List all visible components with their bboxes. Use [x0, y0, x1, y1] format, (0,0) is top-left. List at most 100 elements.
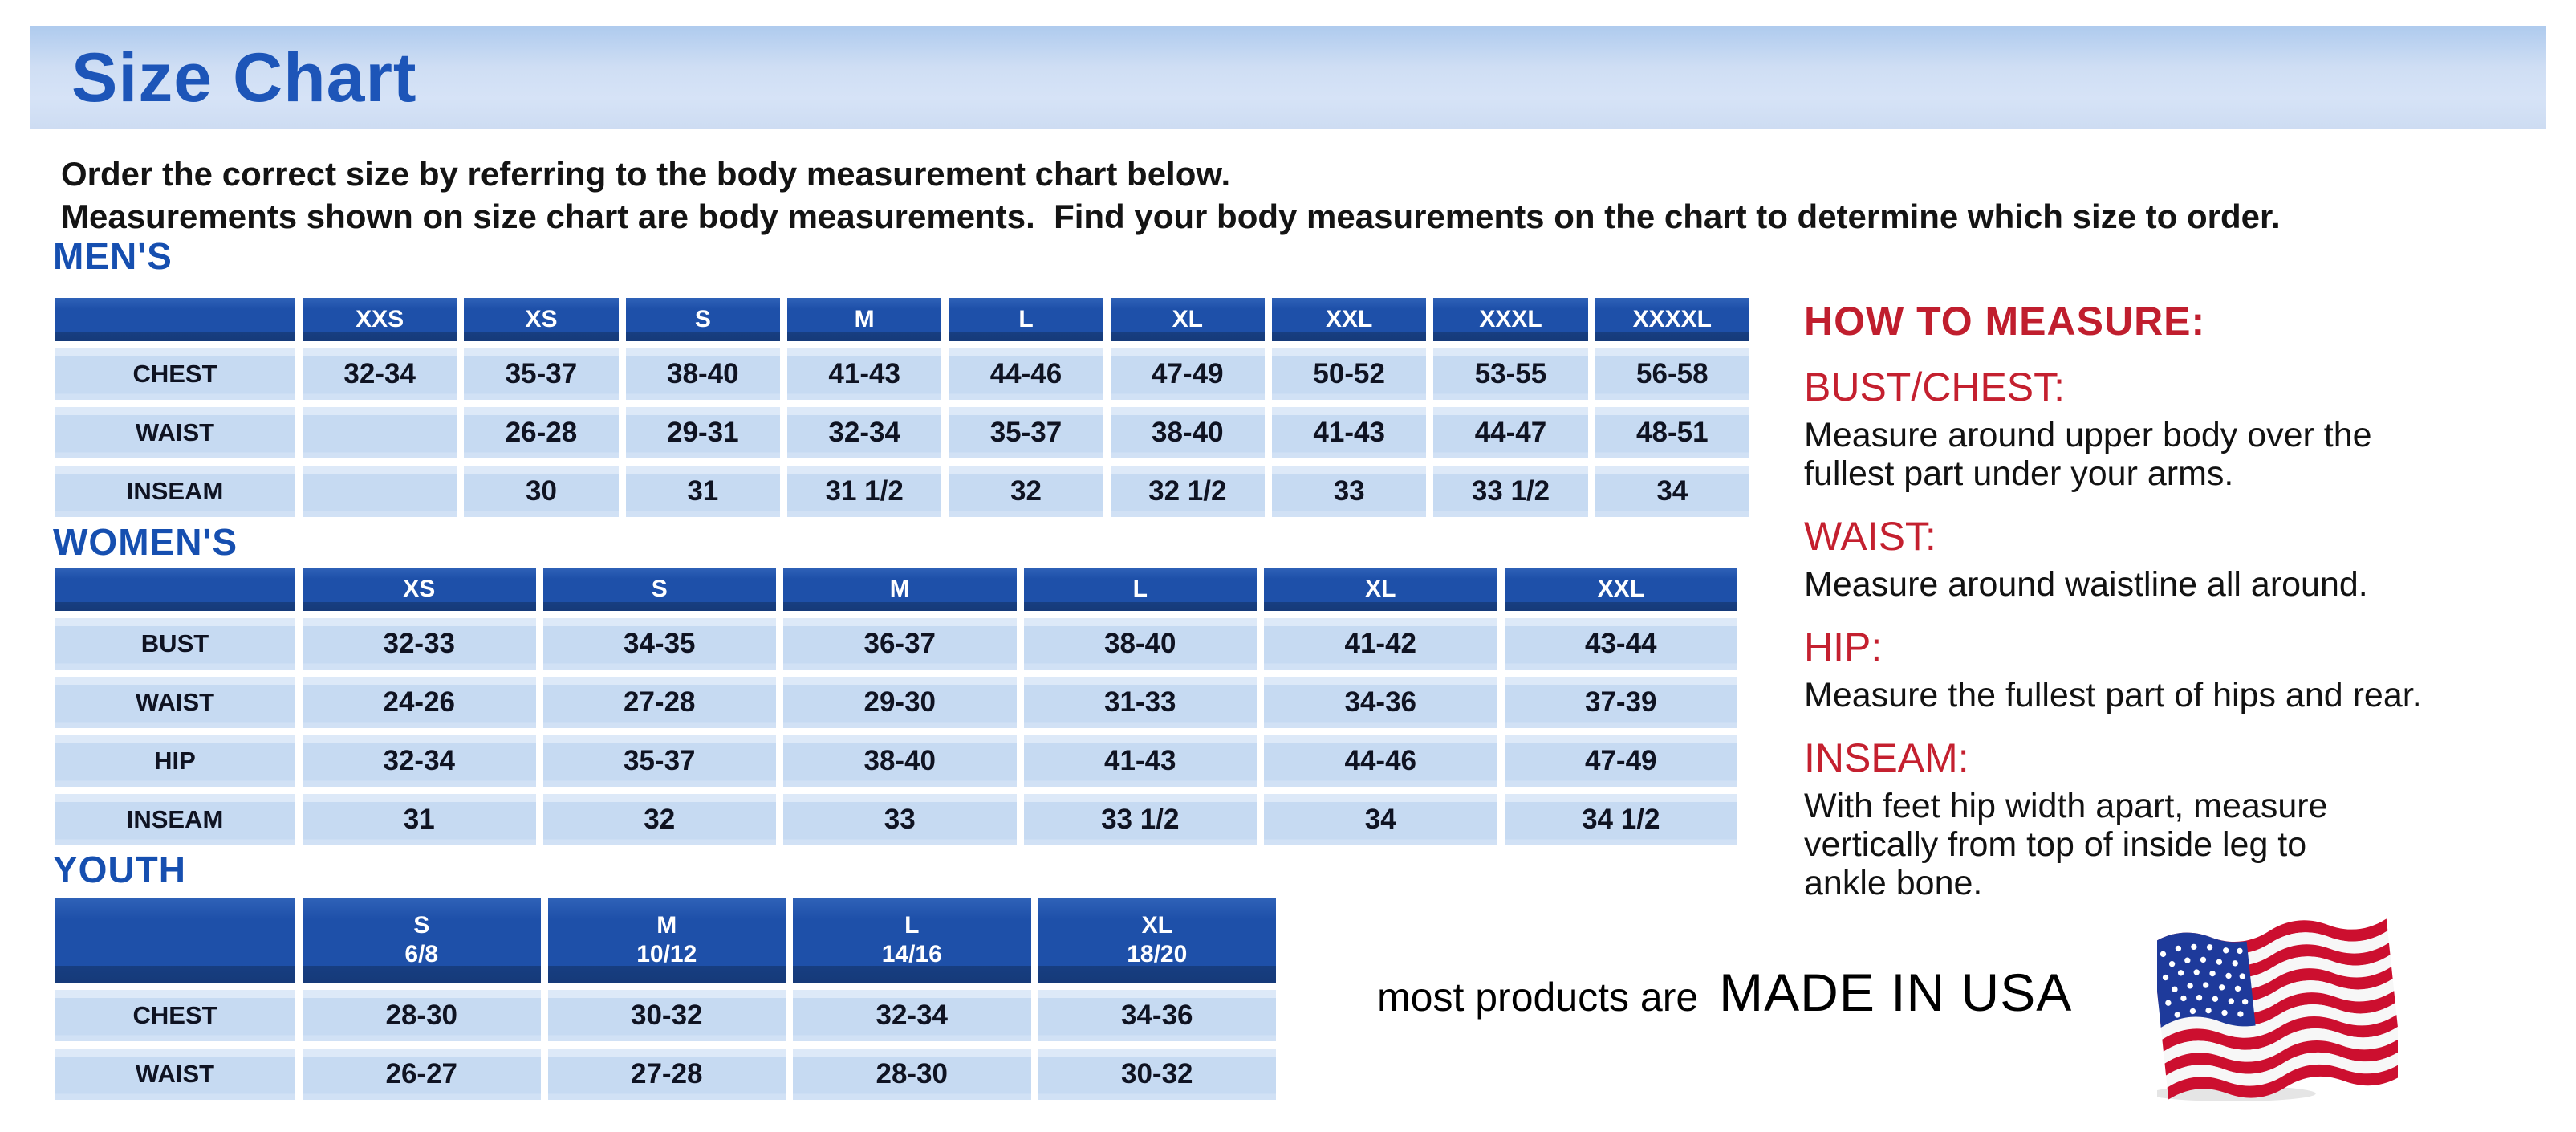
size-value-cell: 41-43 — [1271, 407, 1427, 458]
size-value-cell: 24-26 — [303, 677, 536, 728]
column-header-cell: S 6/8 — [303, 898, 541, 983]
measure-item-bust-chest: BUST/CHEST: Measure around upper body ov… — [1804, 364, 2566, 493]
row-label-cell: INSEAM — [55, 466, 295, 517]
measure-instruction: With feet hip width apart, measure verti… — [1804, 787, 2566, 902]
size-value-cell: 31 — [625, 466, 780, 517]
measure-item-hip: HIP: Measure the fullest part of hips an… — [1804, 625, 2566, 715]
row-label-cell: CHEST — [55, 348, 295, 400]
size-value-cell: 41-43 — [1023, 735, 1257, 787]
page-title: Size Chart — [71, 39, 417, 116]
corner-header-cell — [55, 568, 295, 611]
size-value-cell: 31 1/2 — [786, 466, 942, 517]
column-header-cell: XS — [464, 298, 619, 341]
size-value-cell: 47-49 — [1110, 348, 1265, 400]
measure-instruction: Measure the fullest part of hips and rea… — [1804, 676, 2566, 715]
column-header-cell: M — [783, 568, 1017, 611]
youth-size-table: S 6/8 M 10/12 L 14/16 XL 18/20 CHEST 28-30 30-… — [55, 898, 1276, 1100]
column-header-cell: XXXXL — [1595, 298, 1749, 341]
size-value-cell: 34 — [1595, 466, 1749, 517]
column-header-cell: XXS — [303, 298, 457, 341]
measure-label: WAIST: — [1804, 514, 1936, 559]
size-value-cell: 31-33 — [1023, 677, 1257, 728]
size-value-cell: 56-58 — [1595, 348, 1749, 400]
column-header-cell: M — [786, 298, 942, 341]
size-value-cell: 26-28 — [464, 407, 619, 458]
instruction-line: Measure around upper body over the — [1804, 416, 2372, 454]
size-value-cell: 31 — [303, 794, 536, 845]
size-value-cell: 32 1/2 — [1110, 466, 1265, 517]
size-value-cell: 38-40 — [1023, 618, 1257, 670]
size-value-cell: 41-42 — [1264, 618, 1497, 670]
size-value-cell: 33 1/2 — [1023, 794, 1257, 845]
size-value-cell: 35-37 — [542, 735, 776, 787]
size-value-cell: 41-43 — [786, 348, 942, 400]
column-header-cell: XL — [1110, 298, 1265, 341]
intro-text: Order the correct size by referring to t… — [61, 153, 2281, 238]
section-heading-mens: MEN'S — [53, 235, 173, 277]
measure-label: BUST/CHEST: — [1804, 364, 2066, 409]
corner-header-cell — [55, 298, 295, 341]
instruction-line: fullest part under your arms. — [1804, 454, 2234, 493]
intro-line-2: Measurements shown on size chart are bod… — [61, 197, 2281, 235]
instruction-line: Measure the fullest part of hips and rea… — [1804, 676, 2422, 715]
measure-label: HIP: — [1804, 625, 1883, 670]
size-value-cell: 32 — [542, 794, 776, 845]
column-header-cell: L — [949, 298, 1103, 341]
made-in-usa-prefix: most products are — [1377, 975, 1699, 1020]
measure-item-waist: WAIST: Measure around waistline all arou… — [1804, 514, 2566, 604]
size-value-cell: 27-28 — [547, 1049, 786, 1100]
row-label-cell: WAIST — [55, 1049, 295, 1100]
size-value-cell: 30-32 — [1038, 1049, 1276, 1100]
size-value-cell: 35-37 — [949, 407, 1103, 458]
section-heading-youth: YOUTH — [53, 849, 186, 890]
instruction-line: With feet hip width apart, measure — [1804, 787, 2328, 825]
measure-item-inseam: INSEAM: With feet hip width apart, measu… — [1804, 735, 2566, 902]
size-value-cell: 36-37 — [783, 618, 1017, 670]
size-value-cell: 28-30 — [303, 990, 541, 1041]
instruction-line: vertically from top of inside leg to — [1804, 825, 2307, 864]
column-header-cell: XXL — [1504, 568, 1737, 611]
size-value-cell: 29-30 — [783, 677, 1017, 728]
row-label-cell: CHEST — [55, 990, 295, 1041]
size-value-cell: 32-33 — [303, 618, 536, 670]
size-value-cell: 32 — [949, 466, 1103, 517]
column-header-cell: XS — [303, 568, 536, 611]
size-value-cell — [303, 466, 457, 517]
size-value-cell — [303, 407, 457, 458]
corner-header-cell — [55, 898, 295, 983]
section-heading-womens: WOMEN'S — [53, 521, 238, 563]
size-value-cell: 35-37 — [464, 348, 619, 400]
how-to-measure-heading: HOW TO MEASURE: — [1804, 299, 2206, 344]
measure-instruction: Measure around upper body over the fulle… — [1804, 416, 2566, 493]
size-value-cell: 33 — [783, 794, 1017, 845]
row-label-cell: WAIST — [55, 677, 295, 728]
size-value-cell: 53-55 — [1433, 348, 1588, 400]
intro-line-1: Order the correct size by referring to t… — [61, 155, 1231, 193]
instruction-line: Measure around waistline all around. — [1804, 565, 2368, 604]
size-value-cell: 38-40 — [625, 348, 780, 400]
size-value-cell: 28-30 — [793, 1049, 1031, 1100]
how-to-measure-panel: HOW TO MEASURE: BUST/CHEST: Measure arou… — [1804, 299, 2566, 902]
row-label-cell: BUST — [55, 618, 295, 670]
size-value-cell: 44-46 — [1264, 735, 1497, 787]
size-value-cell: 32-34 — [786, 407, 942, 458]
size-value-cell: 44-47 — [1433, 407, 1588, 458]
row-label-cell: HIP — [55, 735, 295, 787]
size-value-cell: 32-34 — [793, 990, 1031, 1041]
size-value-cell: 37-39 — [1504, 677, 1737, 728]
size-value-cell: 47-49 — [1504, 735, 1737, 787]
size-value-cell: 34-36 — [1038, 990, 1276, 1041]
size-value-cell: 30-32 — [547, 990, 786, 1041]
womens-size-table: XS S M L XL XXL BUST 32-33 34-35 36-37 38-40 41-42 4… — [55, 568, 1737, 845]
made-in-usa-text: most products are MADE IN USA — [1377, 962, 2072, 1023]
size-value-cell: 43-44 — [1504, 618, 1737, 670]
made-in-usa-label: MADE IN USA — [1719, 963, 2073, 1022]
column-header-cell: XXL — [1271, 298, 1427, 341]
size-value-cell: 27-28 — [542, 677, 776, 728]
size-value-cell: 34-35 — [542, 618, 776, 670]
size-value-cell: 34 1/2 — [1504, 794, 1737, 845]
size-value-cell: 48-51 — [1595, 407, 1749, 458]
column-header-cell: XXXL — [1433, 298, 1588, 341]
column-header-cell: S — [625, 298, 780, 341]
column-header-cell: L — [1023, 568, 1257, 611]
